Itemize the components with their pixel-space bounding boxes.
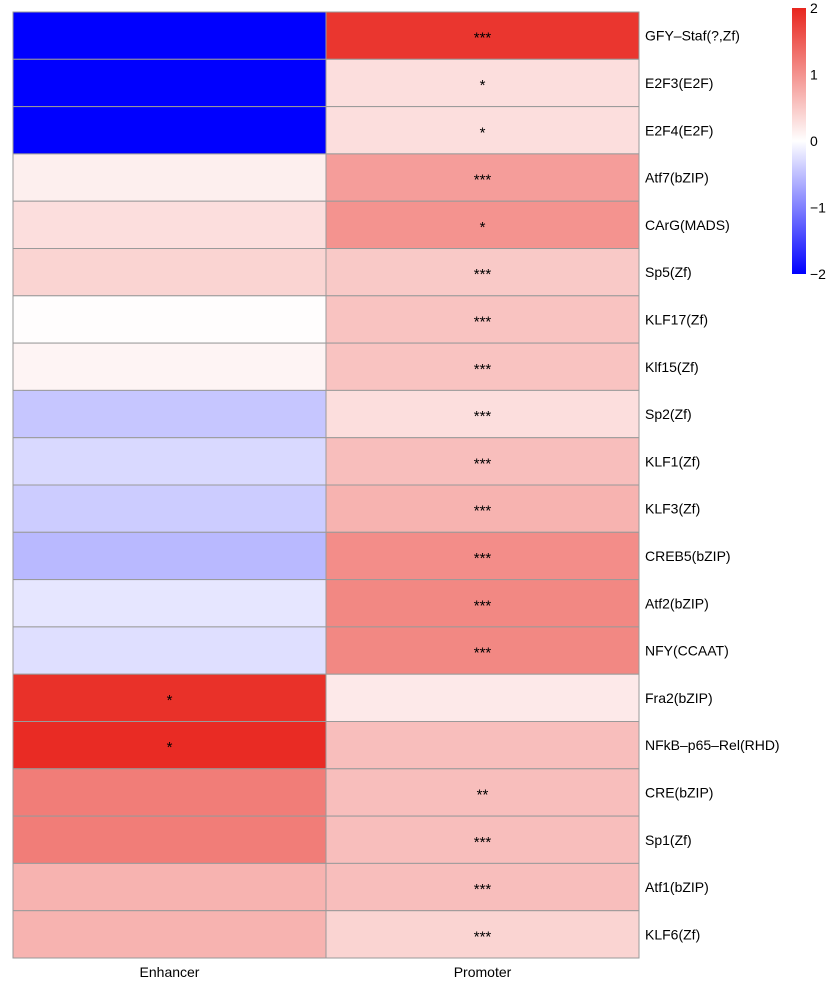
heatmap-cell [325, 815, 640, 864]
legend-tick-label: −1 [810, 200, 826, 216]
row-label: NFkB–p65–Rel(RHD) [645, 737, 780, 753]
significance-mark: *** [474, 550, 492, 567]
color-scale-ticks: 2 1 0 −1 −2 [810, 0, 826, 282]
row-label: Atf2(bZIP) [645, 595, 709, 611]
row-label: Sp1(Zf) [645, 832, 692, 848]
heatmap-cell [12, 531, 327, 581]
row-label: CRE(bZIP) [645, 784, 713, 800]
column-label: Promoter [454, 964, 512, 980]
heatmap-cell [12, 579, 327, 628]
legend-tick-label: −2 [810, 266, 826, 282]
row-labels: GFY–Staf(?,Zf) E2F3(E2F) E2F4(E2F) Atf7(bZI… [645, 28, 780, 943]
significance-mark: *** [474, 455, 492, 472]
significance-mark: *** [474, 881, 492, 898]
significance-mark: ** [477, 786, 489, 803]
row-label: CArG(MADS) [645, 217, 730, 233]
heatmap-cell [325, 11, 640, 60]
row-label: GFY–Staf(?,Zf) [645, 28, 740, 44]
heatmap-cell [12, 248, 327, 297]
significance-mark: * [167, 739, 173, 756]
heatmap-cell [325, 862, 640, 912]
row-label: Fra2(bZIP) [645, 690, 713, 706]
heatmap-cell [325, 484, 640, 533]
row-label: Sp5(Zf) [645, 264, 692, 280]
row-label: Atf7(bZIP) [645, 170, 709, 186]
row-label: CREB5(bZIP) [645, 548, 731, 564]
heatmap-cell [325, 200, 640, 249]
row-label: NFY(CCAAT) [645, 643, 729, 659]
significance-mark: *** [474, 266, 492, 283]
significance-mark: *** [474, 30, 492, 47]
row-label: Atf1(bZIP) [645, 879, 709, 895]
color-scale-bar [792, 8, 806, 274]
column-labels: Enhancer Promoter [140, 964, 512, 980]
legend-tick-label: 1 [810, 67, 818, 83]
heatmap-cell [12, 389, 327, 439]
row-label: KLF3(Zf) [645, 501, 700, 517]
heatmap-cell [325, 342, 640, 391]
row-label: KLF1(Zf) [645, 453, 700, 469]
significance-mark: *** [474, 172, 492, 189]
column-label: Enhancer [140, 964, 200, 980]
significance-mark: *** [474, 361, 492, 378]
significance-mark: *** [474, 503, 492, 520]
heatmap-cell [12, 295, 327, 344]
heatmap-cell [12, 862, 327, 912]
row-label: KLF17(Zf) [645, 311, 708, 327]
heatmap-cell [12, 721, 327, 770]
row-label: KLF6(Zf) [645, 926, 700, 942]
heatmap-cell [325, 106, 640, 155]
significance-mark: *** [474, 408, 492, 425]
heatmap-cell [12, 153, 327, 202]
significance-mark: * [480, 77, 486, 94]
heatmap-cell [325, 721, 640, 770]
row-label: Sp2(Zf) [645, 406, 692, 422]
row-label: E2F3(E2F) [645, 75, 713, 91]
heatmap-cell [12, 626, 327, 675]
significance-mark: *** [474, 834, 492, 851]
heatmap-cell [12, 910, 327, 959]
heatmap-cell [12, 484, 327, 533]
significance-mark: * [167, 692, 173, 709]
heatmap-cell [325, 626, 640, 675]
significance-mark: *** [474, 597, 492, 614]
significance-mark: *** [474, 645, 492, 662]
significance-mark: *** [474, 313, 492, 330]
heatmap-cell [12, 342, 327, 391]
heatmap-cell [325, 531, 640, 581]
heatmap-cell [12, 11, 327, 60]
heatmap-cell [12, 437, 327, 486]
legend-tick-label: 0 [810, 133, 818, 149]
heatmap-cell [325, 579, 640, 628]
significance-mark: * [480, 124, 486, 141]
significance-marks: ****************************************… [167, 30, 492, 946]
heatmap-cell [325, 248, 640, 297]
significance-mark: *** [474, 928, 492, 945]
heatmap-cell [325, 768, 640, 817]
legend-tick-label: 2 [810, 0, 818, 16]
heatmap-cell [325, 437, 640, 486]
heatmap-cell [12, 106, 327, 155]
heatmap-cell [325, 910, 640, 959]
heatmap-cell [325, 673, 640, 723]
heatmap-cell [325, 58, 640, 108]
significance-mark: * [480, 219, 486, 236]
heatmap-cell [12, 815, 327, 864]
row-label: E2F4(E2F) [645, 122, 713, 138]
color-legend: 2 1 0 −1 −2 [792, 0, 826, 282]
heatmap-cells [12, 11, 640, 959]
heatmap-cell [12, 200, 327, 249]
heatmap-cell [12, 58, 327, 108]
heatmap-cell [12, 768, 327, 817]
heatmap-cell [325, 153, 640, 202]
row-label: Klf15(Zf) [645, 359, 699, 375]
